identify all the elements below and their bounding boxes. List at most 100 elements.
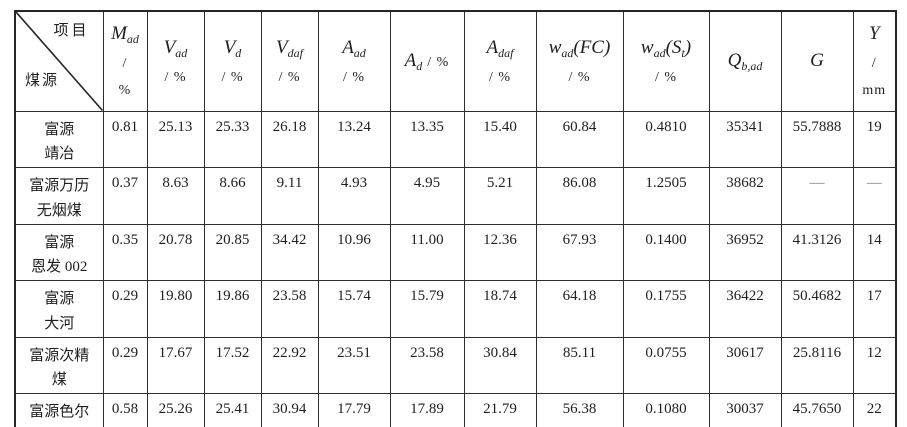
coal-source-label: 富源 大河	[14, 280, 104, 338]
table-row: 富源次精煤 0.29 17.67 17.52 22.92 23.51 23.58 30.84 8…	[14, 336, 897, 394]
cell-A_d: 17.89	[389, 393, 465, 427]
cell-G: 41.3126	[780, 223, 854, 281]
cell-M_ad: 0.81	[102, 110, 148, 168]
cell-A_d: 4.95	[389, 167, 465, 225]
cell-A_daf: 21.79	[463, 393, 537, 427]
coal-source-label: 富源 恩发 002	[14, 223, 104, 281]
cell-Y: 22	[852, 393, 897, 427]
header-row: 项目 煤源 Mad /% Vad / % Vd / % Vdaf / % Aad / % Ad / %…	[14, 10, 897, 112]
cell-M_ad: 0.58	[102, 393, 148, 427]
cell-w_ad_St: 0.1080	[622, 393, 710, 427]
cell-G: 45.7650	[780, 393, 854, 427]
column-header-w_ad_St: wad(St) / %	[622, 10, 710, 112]
cell-A_daf: 5.21	[463, 167, 537, 225]
column-header-M_ad: Mad /%	[102, 10, 148, 112]
column-header-Y: Y / mm	[852, 10, 897, 112]
cell-V_ad: 8.63	[146, 167, 205, 225]
cell-Y: 17	[852, 280, 897, 338]
cell-V_ad: 17.67	[146, 336, 205, 394]
cell-V_d: 17.52	[203, 336, 262, 394]
column-header-A_ad: Aad / %	[317, 10, 391, 112]
cell-V_ad: 25.13	[146, 110, 205, 168]
cell-M_ad: 0.37	[102, 167, 148, 225]
cell-G: 50.4682	[780, 280, 854, 338]
cell-Y: 14	[852, 223, 897, 281]
cell-V_daf: 26.18	[260, 110, 319, 168]
cell-V_d: 25.33	[203, 110, 262, 168]
cell-V_d: 20.85	[203, 223, 262, 281]
coal-source-label: 富源 靖冶	[14, 110, 104, 168]
cell-A_daf: 18.74	[463, 280, 537, 338]
diagonal-divider-line	[16, 12, 103, 111]
cell-G: 25.8116	[780, 336, 854, 394]
column-header-V_ad: Vad / %	[146, 10, 205, 112]
cell-w_ad_FC: 64.18	[535, 280, 624, 338]
column-header-V_daf: Vdaf / %	[260, 10, 319, 112]
column-header-Q_b_ad: Qb,ad	[708, 10, 782, 112]
table-row: 富源 恩发 002 0.35 20.78 20.85 34.42 10.96 11.00 12.…	[14, 223, 897, 281]
column-header-V_d: Vd / %	[203, 10, 262, 112]
cell-Q_b_ad: 38682	[708, 167, 782, 225]
cell-w_ad_FC: 56.38	[535, 393, 624, 427]
cell-w_ad_St: 1.2505	[622, 167, 710, 225]
corner-label-coal-source: 煤源	[25, 73, 60, 89]
cell-w_ad_FC: 60.84	[535, 110, 624, 168]
cell-V_d: 19.86	[203, 280, 262, 338]
cell-A_d: 23.58	[389, 336, 465, 394]
cell-A_ad: 15.74	[317, 280, 391, 338]
coal-source-label: 富源次精煤	[14, 336, 104, 394]
table-row: 富源 靖冶 0.81 25.13 25.33 26.18 13.24 13.35 15.40 60…	[14, 110, 897, 168]
cell-A_daf: 15.40	[463, 110, 537, 168]
cell-V_daf: 22.92	[260, 336, 319, 394]
table-row: 富源 大河 0.29 19.80 19.86 23.58 15.74 15.79 18.74 64…	[14, 280, 897, 338]
cell-A_d: 13.35	[389, 110, 465, 168]
cell-w_ad_St: 0.1755	[622, 280, 710, 338]
cell-Q_b_ad: 36422	[708, 280, 782, 338]
cell-w_ad_St: 0.1400	[622, 223, 710, 281]
column-header-A_daf: Adaf / %	[463, 10, 537, 112]
cell-Y: 19	[852, 110, 897, 168]
cell-Y: 12	[852, 336, 897, 394]
cell-V_daf: 34.42	[260, 223, 319, 281]
cell-V_daf: 30.94	[260, 393, 319, 427]
cell-A_ad: 23.51	[317, 336, 391, 394]
cell-V_daf: 23.58	[260, 280, 319, 338]
corner-label-item: 项目	[53, 23, 90, 39]
cell-V_ad: 20.78	[146, 223, 205, 281]
cell-Q_b_ad: 36952	[708, 223, 782, 281]
column-header-G: G	[780, 10, 854, 112]
cell-G: —	[780, 167, 854, 225]
cell-M_ad: 0.35	[102, 223, 148, 281]
coal-source-label: 富源色尔冲	[14, 393, 104, 427]
cell-A_ad: 10.96	[317, 223, 391, 281]
cell-Q_b_ad: 30037	[708, 393, 782, 427]
coal-quality-table: 项目 煤源 Mad /% Vad / % Vd / % Vdaf / % Aad / % Ad / %…	[14, 10, 897, 427]
cell-G: 55.7888	[780, 110, 854, 168]
cell-A_ad: 4.93	[317, 167, 391, 225]
coal-source-label: 富源万历 无烟煤	[14, 167, 104, 225]
cell-w_ad_FC: 85.11	[535, 336, 624, 394]
cell-w_ad_FC: 86.08	[535, 167, 624, 225]
cell-A_d: 11.00	[389, 223, 465, 281]
cell-Q_b_ad: 35341	[708, 110, 782, 168]
cell-V_daf: 9.11	[260, 167, 319, 225]
cell-V_d: 25.41	[203, 393, 262, 427]
table-row: 富源万历 无烟煤 0.37 8.63 8.66 9.11 4.93 4.95 5.21 86.08…	[14, 167, 897, 225]
cell-M_ad: 0.29	[102, 336, 148, 394]
column-header-w_ad_FC: wad(FC) / %	[535, 10, 624, 112]
corner-header-cell: 项目 煤源	[14, 10, 104, 112]
cell-A_d: 15.79	[389, 280, 465, 338]
cell-w_ad_FC: 67.93	[535, 223, 624, 281]
cell-M_ad: 0.29	[102, 280, 148, 338]
cell-Y: —	[852, 167, 897, 225]
cell-V_ad: 19.80	[146, 280, 205, 338]
cell-A_daf: 30.84	[463, 336, 537, 394]
cell-A_ad: 17.79	[317, 393, 391, 427]
cell-V_d: 8.66	[203, 167, 262, 225]
cell-V_ad: 25.26	[146, 393, 205, 427]
cell-Q_b_ad: 30617	[708, 336, 782, 394]
cell-w_ad_St: 0.0755	[622, 336, 710, 394]
cell-w_ad_St: 0.4810	[622, 110, 710, 168]
cell-A_daf: 12.36	[463, 223, 537, 281]
